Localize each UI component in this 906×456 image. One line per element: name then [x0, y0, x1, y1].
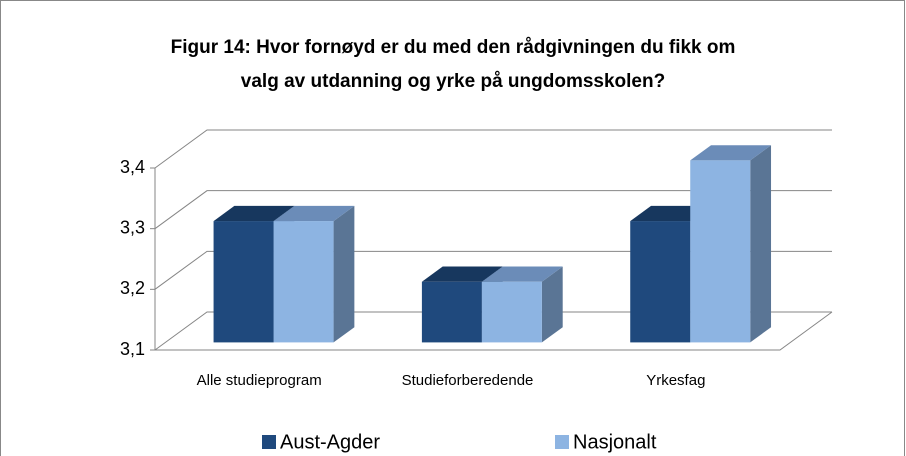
chart-title: Figur 14: Hvor fornøyd er du med den råd… — [171, 37, 736, 58]
x-tick-label: Studieforberedende — [402, 372, 534, 389]
y-tick-label: 3,1 — [120, 339, 145, 359]
y-tick-label: 3,2 — [120, 278, 145, 298]
grid-line — [154, 311, 832, 351]
bar-front — [690, 160, 751, 343]
bar-side — [333, 205, 355, 343]
grid-line — [154, 129, 832, 169]
bar-top — [421, 266, 503, 282]
x-tick-label: Yrkesfag — [646, 372, 705, 389]
bar — [690, 145, 772, 343]
bar-side — [750, 145, 772, 343]
y-tick-label: 3,3 — [120, 217, 145, 237]
bar-front — [481, 281, 542, 343]
bar — [481, 266, 563, 343]
bar-top — [481, 266, 563, 282]
legend-label: Aust-Agder — [280, 431, 380, 453]
grid-line — [154, 190, 832, 230]
bar-top — [213, 205, 295, 222]
chart-title: valg av utdanning og yrke på ungdomsskol… — [241, 71, 665, 92]
bar-top — [690, 145, 772, 161]
legend-swatch — [555, 435, 569, 449]
bar-front — [273, 221, 334, 343]
bar — [273, 205, 355, 343]
bar-front — [421, 281, 482, 343]
bar-side — [541, 266, 563, 343]
bar-front — [213, 221, 274, 343]
legend-label: Nasjonalt — [573, 431, 657, 453]
x-tick-label: Alle studieprogram — [197, 372, 322, 389]
grid-line — [154, 250, 832, 290]
bar-top — [273, 205, 355, 222]
y-tick-label: 3,4 — [120, 157, 145, 177]
floor-edge — [155, 311, 833, 351]
bar-front — [630, 221, 691, 343]
legend-swatch — [262, 435, 276, 449]
